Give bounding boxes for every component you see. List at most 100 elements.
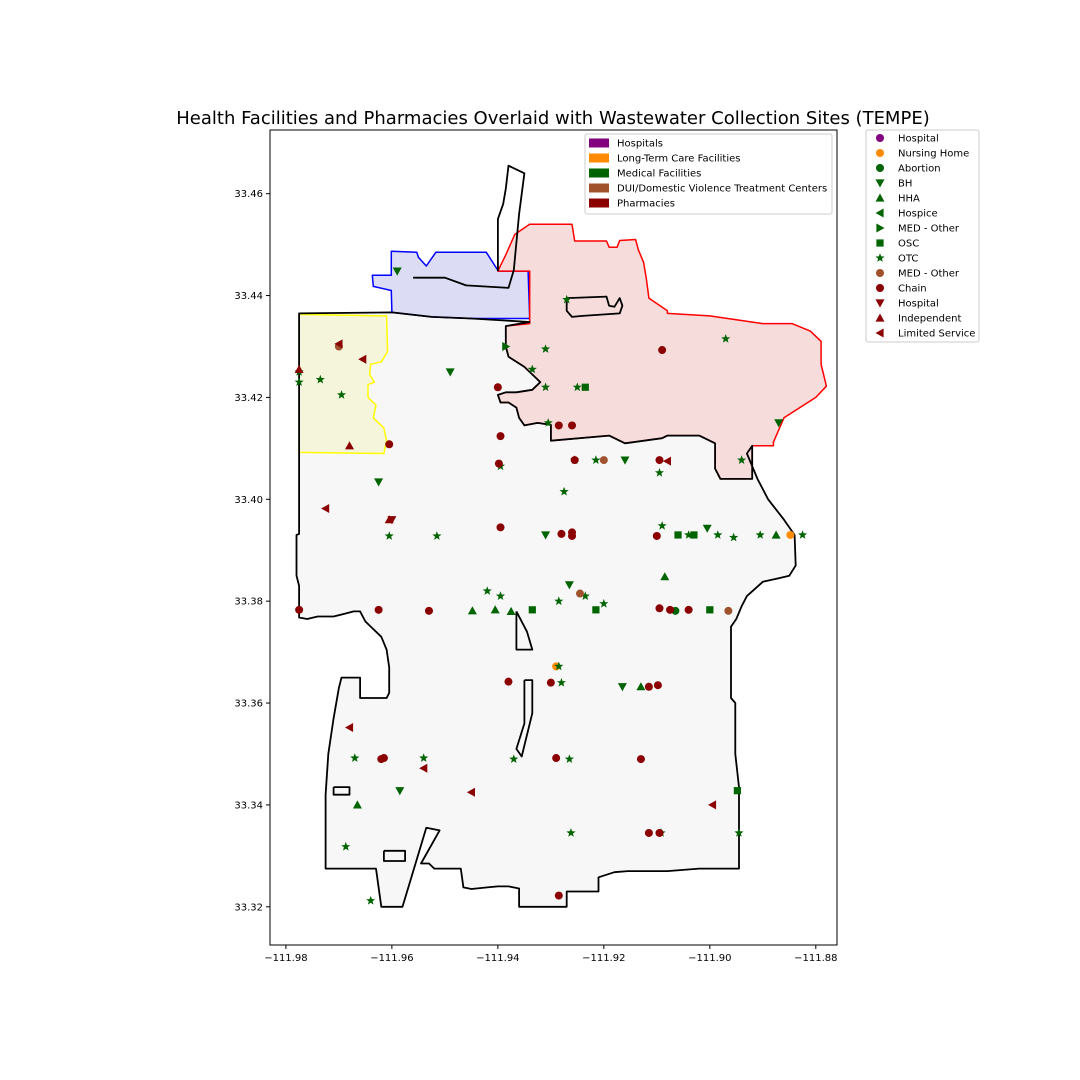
bh-point: [541, 531, 551, 540]
bh-point: [395, 787, 405, 796]
legend-facility-types: Hospital Nursing Home Abortion BH HHA Hospice…: [865, 129, 980, 343]
chain-point: [554, 421, 563, 430]
legend-label: Abortion: [898, 164, 941, 175]
x-tick-label: −111.94: [476, 953, 519, 964]
otc-point: [572, 382, 582, 392]
legend-label: DUI/Domestic Violence Treatment Centers: [617, 184, 827, 195]
legend-label: Long-Term Care Facilities: [617, 154, 741, 165]
boundary-segment-3: [515, 610, 534, 651]
otc-point: [798, 530, 808, 539]
boundary-segment-2: [565, 295, 624, 318]
otc-point: [591, 455, 601, 464]
y-tick-label: 33.38: [234, 597, 263, 608]
chain-point: [504, 677, 513, 686]
legend-label: BH: [898, 179, 912, 190]
otc-point: [341, 841, 351, 851]
limited-service-point: [466, 787, 475, 797]
otc-point: [564, 754, 574, 763]
chain-point: [493, 383, 502, 392]
city-boundary-outline: [295, 311, 797, 908]
osc-point: [581, 383, 589, 391]
legend-marker: [875, 253, 885, 262]
chain-point: [655, 828, 664, 837]
legend-marker: [875, 193, 885, 202]
chain-point: [636, 755, 645, 764]
chain-point: [494, 459, 503, 468]
med-other-point: [575, 589, 584, 598]
otc-point: [315, 374, 325, 384]
legend-swatch: [589, 168, 609, 178]
legend-marker-frame: [865, 129, 980, 343]
x-tick-label: −111.90: [688, 953, 731, 964]
limited-service-point: [708, 800, 717, 810]
legend-marker: [876, 149, 884, 157]
legend-swatch: [589, 198, 609, 208]
legend-label: Hospital: [898, 299, 939, 310]
hha-point: [467, 606, 477, 615]
chain-point: [570, 456, 579, 465]
independent-point: [345, 441, 354, 450]
chain-point: [653, 681, 662, 690]
osc-point: [592, 606, 600, 614]
legend-swatch: [589, 153, 609, 163]
legend-marker: [876, 134, 884, 142]
otc-point: [541, 344, 551, 353]
y-tick-label: 33.40: [234, 495, 263, 506]
otc-point: [509, 754, 519, 763]
legend-marker: [876, 164, 884, 172]
med-other-point: [599, 456, 608, 465]
independent-point: [294, 364, 304, 373]
chain-point: [655, 604, 664, 613]
otc-point: [737, 455, 747, 464]
otc-point: [541, 382, 551, 392]
hha-point: [490, 605, 500, 614]
chain-point: [568, 531, 577, 540]
otc-point: [350, 753, 360, 762]
osc-point: [674, 531, 682, 539]
hha-point: [771, 530, 781, 539]
boundary-segment-5: [332, 786, 351, 796]
boundary-segment-1: [413, 164, 526, 289]
chain-point: [379, 754, 388, 763]
legend-label: OTC: [898, 254, 918, 265]
bh-point: [445, 368, 455, 377]
y-tick-label: 33.32: [234, 902, 263, 913]
otc-point: [554, 596, 564, 606]
legend-marker: [875, 299, 885, 308]
otc-point: [294, 377, 304, 386]
osc-point: [528, 606, 536, 614]
y-tick-label: 33.36: [234, 699, 263, 710]
chain-point: [655, 456, 664, 465]
y-axis: 33.32 33.34 33.36 33.38 33.40 33.42 33.44 33.46: [234, 189, 270, 913]
x-axis: −111.98 −111.96 −111.94 −111.92 −111.90 −111.…: [264, 945, 837, 964]
otc-point: [654, 468, 664, 477]
chain-point: [684, 605, 693, 614]
hha-point: [506, 606, 516, 615]
bh-point: [392, 267, 402, 276]
osc-point: [690, 531, 698, 539]
legend-marker: [876, 223, 885, 233]
otc-point: [721, 334, 731, 343]
y-tick-label: 33.34: [234, 800, 263, 811]
otc-point: [495, 591, 506, 600]
legend-label: MED - Other: [898, 269, 960, 280]
chain-point: [424, 606, 433, 615]
otc-point: [419, 753, 429, 762]
y-tick-label: 33.46: [234, 189, 263, 200]
chain-point: [546, 678, 555, 687]
bh-point: [774, 419, 784, 428]
legend-area-frame: [584, 133, 833, 215]
med-other-point: [724, 606, 733, 615]
legend-label: HHA: [898, 194, 920, 205]
legend-marker: [875, 179, 885, 188]
otc-point: [337, 390, 347, 399]
osc-point: [733, 787, 741, 795]
collection-site-2: [298, 313, 389, 455]
x-tick-label: −111.98: [264, 953, 307, 964]
chain-point: [652, 531, 661, 540]
hha-point: [660, 572, 670, 581]
otc-point: [527, 364, 537, 374]
limited-service-point: [345, 723, 354, 732]
chain-point: [568, 421, 577, 430]
otc-point: [755, 530, 765, 539]
